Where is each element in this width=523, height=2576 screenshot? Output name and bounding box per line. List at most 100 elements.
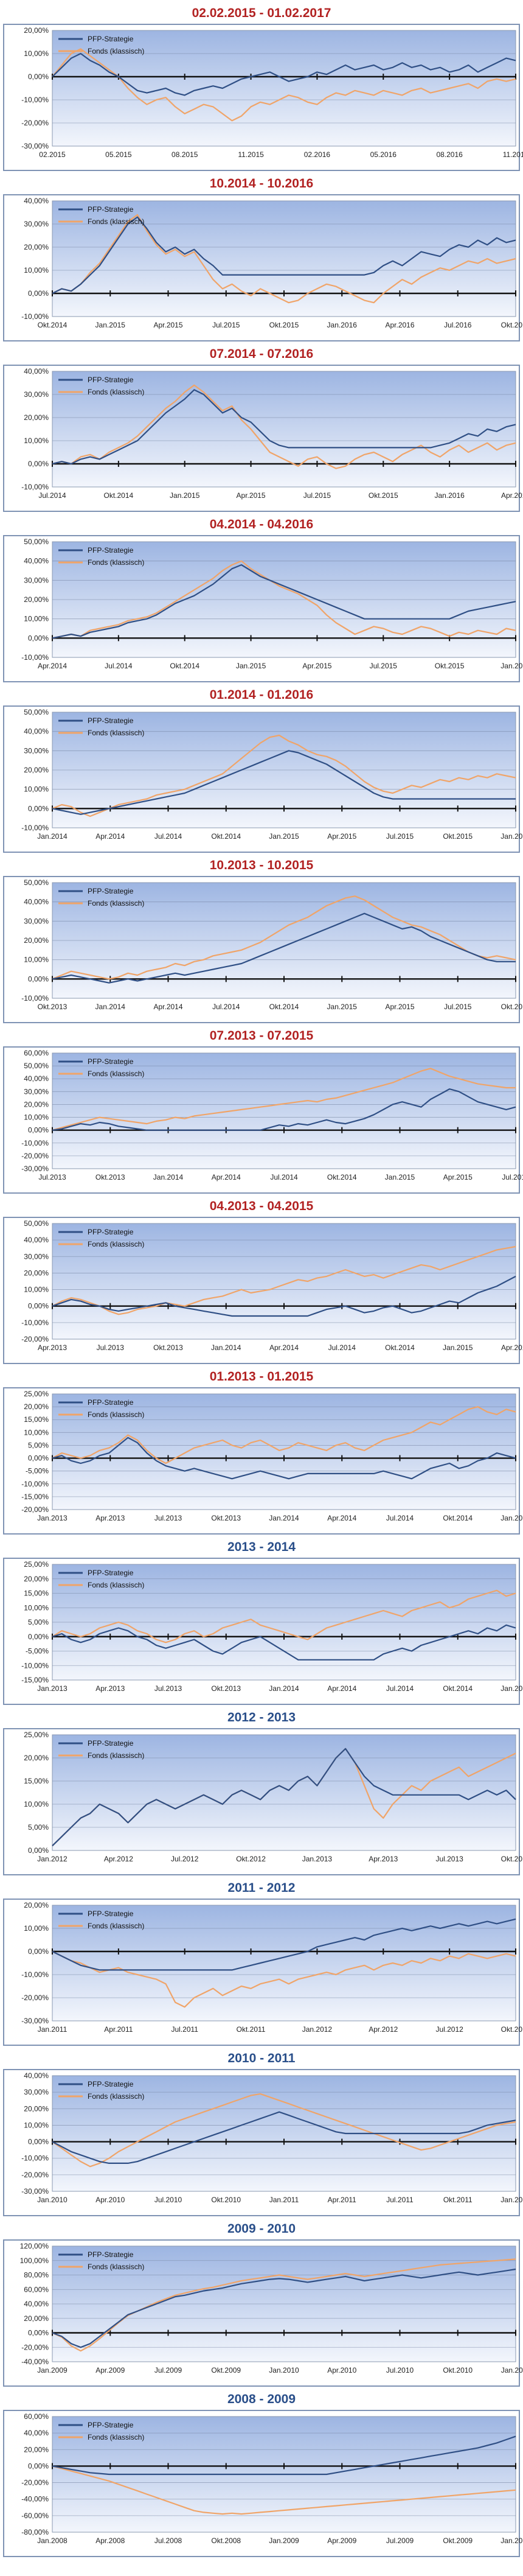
x-tick-label: Jul.2008 [154,2536,182,2545]
y-tick-label: 40,00% [24,2071,49,2080]
y-tick-label: 20,00% [24,1100,49,1108]
chart-title: 2011 - 2012 [227,1881,296,1895]
x-tick-label: Jan.2010 [37,2196,68,2204]
x-tick-label: Okt.2014 [443,1684,473,1693]
x-tick-label: 02.2016 [304,150,331,159]
x-tick-label: Apr.2014 [38,662,67,670]
legend-label: PFP-Strategie [88,1057,134,1066]
legend-label: PFP-Strategie [88,205,134,214]
x-tick-label: Okt.2014 [269,1003,299,1011]
line-chart: 20,00%10,00%0,00%-10,00%-20,00%-30,00%Ja… [3,1899,523,2046]
series-line-pfp-strategie [52,216,516,294]
line-chart: 50,00% 40,00% 30,00% 20,00% 10,00% 0,00% -10,0… [3,535,523,682]
y-tick-label: -10,00% [21,1318,49,1327]
y-tick-label: 30,00% [24,390,49,399]
x-tick-label: Jul.2009 [386,2536,414,2545]
y-tick-label: 0,00% [28,804,49,813]
x-tick-label: Jul.2009 [154,2366,182,2375]
legend-label: Fonds (klassisch) [88,899,144,908]
x-tick-label: Jan.2015 [385,1173,415,1181]
x-tick-label: Jul.2014 [328,1343,356,1352]
y-tick-label: 0,00% [28,72,49,81]
y-tick-label: 60,00% [24,1049,49,1057]
y-tick-label: 30,00% [24,576,49,584]
x-tick-label: 11.2016 [503,150,523,159]
y-tick-label: 0,00% [28,2329,49,2337]
y-tick-label: -80,00% [21,2528,49,2536]
y-tick-label: -10,00% [21,2154,49,2163]
x-tick-label: Jan.2015 [170,491,200,500]
x-tick-label: Apr.2015 [153,321,182,329]
chart-title: 01.2013 - 01.2015 [209,1370,314,1384]
y-tick-label: -20,00% [21,1505,49,1514]
line-chart: 50,00% 40,00% 30,00% 20,00% 10,00% 0,00% -10,0… [3,876,523,1023]
legend: PFP-Strategie Fonds (klassisch) [58,1739,144,1760]
y-tick-label: 10,00% [24,2121,49,2129]
chart-title: 2008 - 2009 [227,2392,296,2406]
chart-title: 2013 - 2014 [227,1540,296,1554]
line-chart: 25,00% 20,00% 15,00% 10,00% 5,00% 0,00% -5,00%… [3,1387,523,1535]
x-tick-label: Jan.2012 [302,2025,333,2034]
line-chart: 60,00% 40,00% 20,00% 0,00% -20,00% -40,00% -60… [3,2410,523,2557]
series-line-pfp-strategie [52,2268,516,2348]
line-chart: 25,00%20,00%15,00%10,00%5,00%0,00%Jan.20… [3,1728,523,1875]
chart-title: 10.2014 - 10.2016 [209,177,314,191]
chart-panel: 07.2013 - 07.2015 60,00% 50,00% 40,00% 30,00… [0,1025,523,1194]
y-tick-label: 50,00% [24,1219,49,1228]
chart-title: 02.02.2015 - 01.02.2017 [192,6,331,20]
x-tick-label: Okt.2009 [211,2366,241,2375]
legend-label: PFP-Strategie [88,2080,134,2088]
y-tick-label: 50,00% [24,537,49,546]
y-tick-label: -30,00% [21,1164,49,1173]
x-tick-label: Okt.2012 [501,2025,523,2034]
series-line-fonds-klassisch [52,1589,516,1643]
series-line-pfp-strategie [52,1275,516,1317]
y-tick-label: 40,00% [24,898,49,906]
y-tick-label: 30,00% [24,917,49,925]
x-tick-label: 08.2016 [436,150,463,159]
series-line-fonds-klassisch [52,214,516,304]
y-tick-label: 30,00% [24,2088,49,2096]
x-tick-label: Apr.2015 [443,1173,473,1181]
legend: PFP-Strategie Fonds (klassisch) [58,1398,144,1419]
line-chart: 50,00% 40,00% 30,00% 20,00% 10,00% 0,00% -10,0… [3,1217,523,1364]
x-tick-label: Jul.2014 [386,1514,414,1522]
x-tick-label: Apr.2016 [501,491,523,500]
y-tick-label: -10,00% [21,96,49,104]
series-line-fonds-klassisch [52,1405,516,1465]
x-tick-label: Jan.2008 [37,2536,68,2545]
x-tick-label: Jan.2015 [500,1514,523,1522]
y-tick-label: -30,00% [21,2187,49,2196]
chart-panel: 2011 - 2012 20,00% 10,00% 0,00% -10,00% -20,0… [0,1877,523,2046]
x-tick-label: Jul.2011 [171,2025,198,2034]
y-tick-label: 15,00% [24,1415,49,1424]
x-tick-label: Apr.2015 [501,1343,523,1352]
x-tick-label: Apr.2009 [327,2536,356,2545]
series-line-fonds-klassisch [52,1068,516,1131]
x-tick-label: Jul.2013 [154,1514,182,1522]
legend: PFP-Strategie Fonds (klassisch) [58,546,144,567]
series-line-pfp-strategie [52,750,516,815]
legend-label: Fonds (klassisch) [88,729,144,737]
y-tick-label: 0,00% [28,1846,49,1855]
x-tick-label: Jul.2014 [212,1003,240,1011]
y-tick-label: 20,00% [24,1575,49,1583]
y-tick-label: -20,00% [21,2171,49,2179]
x-tick-label: Jul.2015 [502,1173,523,1181]
x-tick-label: Apr.2014 [327,1514,356,1522]
y-tick-label: 10,00% [24,785,49,794]
legend: PFP-Strategie Fonds (klassisch) [58,205,144,226]
x-tick-label: Okt.2015 [369,491,398,500]
x-tick-label: Apr.2011 [328,2196,356,2204]
y-tick-label: 10,00% [24,1113,49,1122]
chart-panel: 10.2013 - 10.2015 50,00% 40,00% 30,00% 20,00… [0,855,523,1024]
legend-label: PFP-Strategie [88,35,134,43]
x-tick-label: 08.2015 [171,150,198,159]
y-tick-label: 120,00% [20,2242,49,2250]
chart-title: 2009 - 2010 [227,2222,296,2236]
y-tick-label: 60,00% [24,2412,49,2421]
x-tick-label: Apr.2014 [269,1343,299,1352]
y-tick-label: 0,00% [28,975,49,983]
y-tick-label: 10,00% [24,436,49,445]
line-chart: 25,00% 20,00% 15,00% 10,00% 5,00% 0,00% -5,00%… [3,1558,523,1705]
